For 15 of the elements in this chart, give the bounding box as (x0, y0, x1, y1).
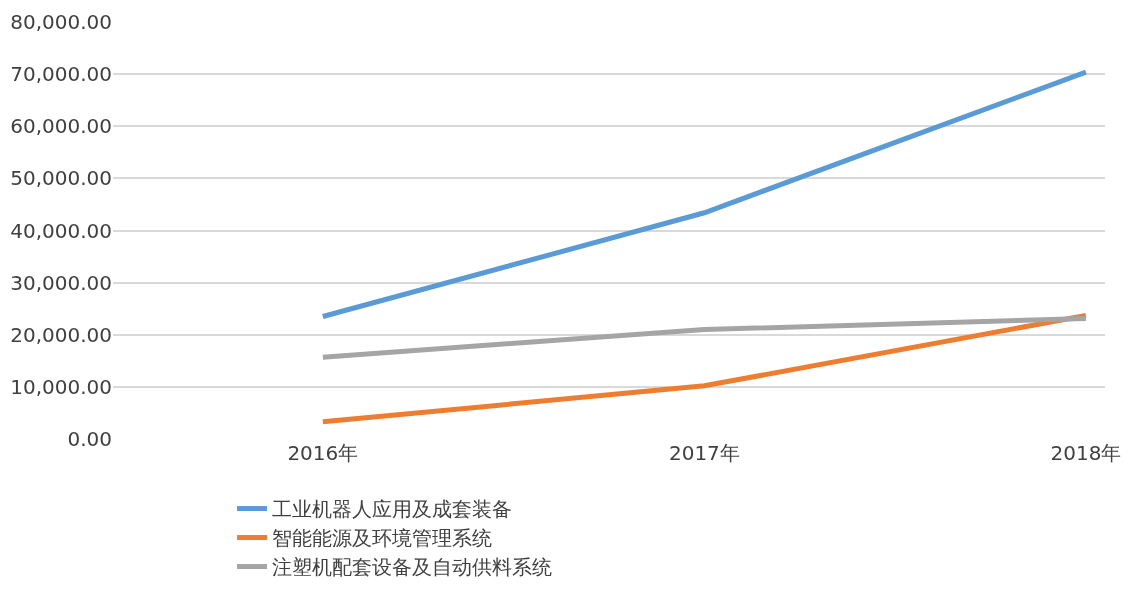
legend-label: 工业机器人应用及成套装备 (272, 497, 513, 522)
y-tick-label: 80,000.00 (10, 10, 112, 34)
legend-label: 智能能源及环境管理系统 (272, 526, 493, 551)
y-tick-label: 70,000.00 (10, 62, 112, 87)
y-tick-label: 40,000.00 (10, 218, 112, 243)
legend-label: 注塑机配套设备及自动供料系统 (272, 555, 553, 580)
x-tick-label: 2018年 (1050, 441, 1122, 465)
x-tick-label: 2016年 (287, 441, 359, 465)
y-tick-label: 0.00 (67, 427, 112, 451)
y-tick-label: 60,000.00 (10, 114, 112, 139)
y-tick-label: 50,000.00 (10, 166, 112, 191)
y-tick-label: 30,000.00 (10, 270, 112, 295)
y-tick-label: 20,000.00 (10, 322, 112, 347)
x-tick-label: 2017年 (668, 441, 740, 465)
y-tick-label: 10,000.00 (10, 374, 112, 399)
